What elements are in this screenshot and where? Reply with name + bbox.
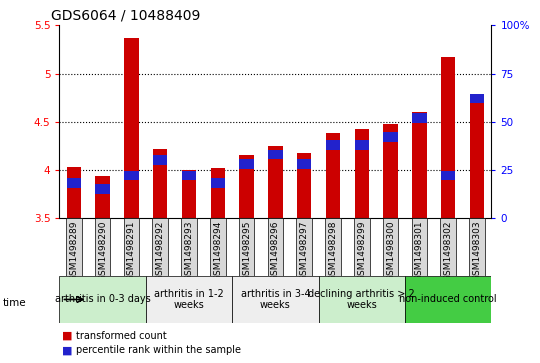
Bar xyxy=(268,218,283,276)
Text: arthritis in 3-4
weeks: arthritis in 3-4 weeks xyxy=(241,289,310,310)
Text: GDS6064 / 10488409: GDS6064 / 10488409 xyxy=(51,9,200,23)
Bar xyxy=(326,133,340,218)
Text: GSM1498301: GSM1498301 xyxy=(415,221,424,281)
Bar xyxy=(383,132,398,142)
Bar xyxy=(59,276,146,323)
Text: ■: ■ xyxy=(62,345,72,355)
Text: GSM1498292: GSM1498292 xyxy=(156,221,165,281)
Bar xyxy=(411,218,427,276)
Bar xyxy=(325,218,341,276)
Bar xyxy=(182,170,196,218)
Bar xyxy=(210,218,226,276)
Text: GSM1498289: GSM1498289 xyxy=(69,221,78,281)
Text: GSM1498293: GSM1498293 xyxy=(185,221,193,281)
Bar xyxy=(470,94,484,103)
Bar xyxy=(181,218,197,276)
Bar xyxy=(405,276,491,323)
Bar xyxy=(211,178,225,188)
Bar xyxy=(239,155,254,218)
Bar xyxy=(441,57,455,218)
Text: GSM1498295: GSM1498295 xyxy=(242,221,251,281)
Text: GSM1498302: GSM1498302 xyxy=(444,221,453,281)
Bar xyxy=(268,146,282,218)
Text: arthritis in 0-3 days: arthritis in 0-3 days xyxy=(55,294,151,305)
Bar xyxy=(96,176,110,218)
Bar xyxy=(95,218,110,276)
Text: arthritis in 1-2
weeks: arthritis in 1-2 weeks xyxy=(154,289,224,310)
Bar xyxy=(239,218,254,276)
Text: GSM1498303: GSM1498303 xyxy=(472,221,482,281)
Bar xyxy=(355,129,369,218)
Bar xyxy=(297,153,312,218)
Bar xyxy=(296,218,312,276)
Bar xyxy=(441,218,456,276)
Text: declining arthritis > 2
weeks: declining arthritis > 2 weeks xyxy=(308,289,415,310)
Bar xyxy=(383,218,399,276)
Text: GSM1498291: GSM1498291 xyxy=(127,221,136,281)
Bar xyxy=(153,155,167,165)
Bar xyxy=(152,218,168,276)
Bar xyxy=(412,113,427,123)
Bar xyxy=(211,168,225,218)
Bar xyxy=(355,140,369,150)
Bar xyxy=(470,99,484,218)
Text: non-induced control: non-induced control xyxy=(400,294,497,305)
Bar xyxy=(124,38,139,218)
Bar xyxy=(96,184,110,194)
Bar xyxy=(469,218,485,276)
Text: ■: ■ xyxy=(62,331,72,341)
Bar xyxy=(124,171,139,180)
Bar xyxy=(153,148,167,218)
Text: GSM1498290: GSM1498290 xyxy=(98,221,107,281)
Bar xyxy=(383,125,398,218)
Text: GSM1498294: GSM1498294 xyxy=(213,221,222,281)
Bar xyxy=(66,178,81,188)
Bar xyxy=(412,112,427,218)
Bar xyxy=(268,150,282,159)
Bar xyxy=(297,159,312,169)
Bar xyxy=(441,171,455,180)
Bar xyxy=(354,218,369,276)
Bar xyxy=(326,140,340,150)
Text: transformed count: transformed count xyxy=(76,331,166,341)
Bar xyxy=(232,276,319,323)
Text: percentile rank within the sample: percentile rank within the sample xyxy=(76,345,241,355)
Bar xyxy=(66,167,81,218)
Text: GSM1498298: GSM1498298 xyxy=(328,221,338,281)
Bar xyxy=(239,159,254,169)
Bar xyxy=(146,276,232,323)
Bar xyxy=(124,218,139,276)
Text: GSM1498300: GSM1498300 xyxy=(386,221,395,281)
Text: GSM1498299: GSM1498299 xyxy=(357,221,366,281)
Text: GSM1498296: GSM1498296 xyxy=(271,221,280,281)
Text: GSM1498297: GSM1498297 xyxy=(300,221,309,281)
Bar xyxy=(182,171,196,180)
Text: time: time xyxy=(3,298,26,308)
Bar xyxy=(319,276,405,323)
Bar xyxy=(66,218,82,276)
